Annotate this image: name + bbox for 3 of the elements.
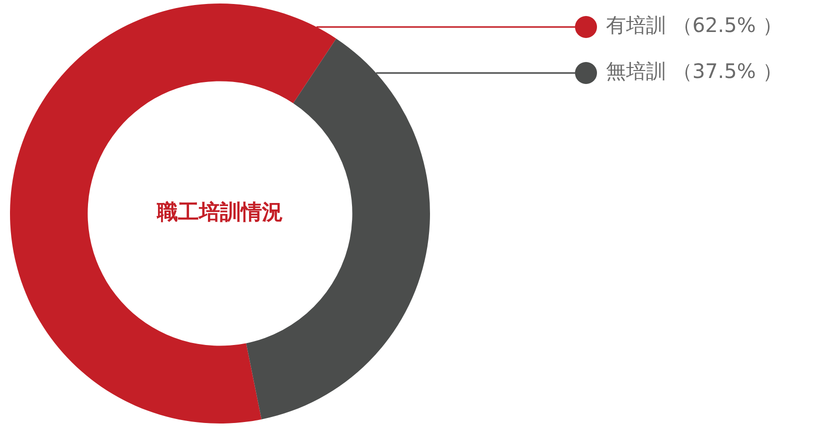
legend-label: 無培訓 （37.5% ）: [606, 59, 782, 84]
text: 職工培訓情況: [156, 200, 283, 224]
legend-label: 有培訓 （62.5% ）: [606, 13, 782, 38]
